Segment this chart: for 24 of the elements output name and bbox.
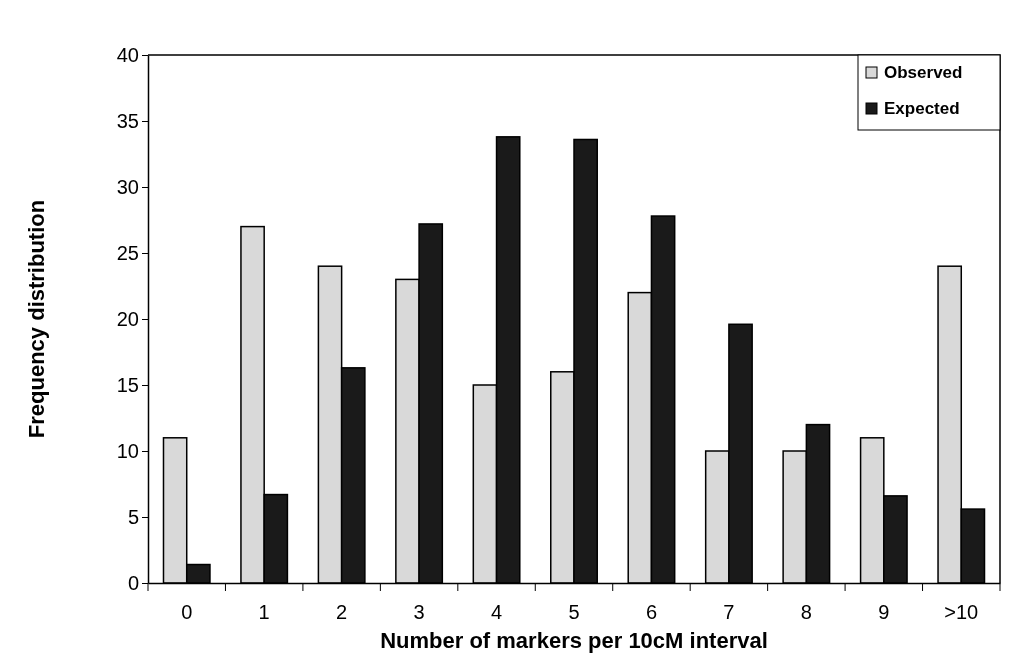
y-tick-label: 20 xyxy=(116,307,139,330)
x-tick-label: >10 xyxy=(944,601,979,624)
x-axis-title: Number of markers per 10cM interval xyxy=(380,628,768,653)
x-tick-label: 8 xyxy=(800,601,812,624)
x-tick-label: 5 xyxy=(568,601,580,624)
legend-label: Expected xyxy=(884,99,960,118)
y-tick-label: 10 xyxy=(116,439,139,462)
y-tick-label: 15 xyxy=(116,373,139,396)
x-tick-label: 9 xyxy=(878,601,890,624)
x-tick-label: 3 xyxy=(413,601,425,624)
y-tick-label: 0 xyxy=(127,571,139,594)
y-tick-label: 40 xyxy=(116,43,139,66)
x-tick-label: 7 xyxy=(723,601,735,624)
x-tick-label: 6 xyxy=(645,601,658,624)
x-tick-label: 0 xyxy=(181,601,193,624)
legend-label: Observed xyxy=(884,63,963,82)
x-tick-label: 4 xyxy=(490,601,503,624)
y-tick-label: 25 xyxy=(116,241,139,264)
y-tick-label: 35 xyxy=(116,109,139,132)
y-tick-label: 30 xyxy=(116,175,139,198)
y-axis-title: Frequency distribution xyxy=(24,199,49,439)
x-tick-label: 1 xyxy=(258,601,270,624)
y-tick-label: 5 xyxy=(127,505,139,528)
x-tick-label: 2 xyxy=(336,601,348,624)
